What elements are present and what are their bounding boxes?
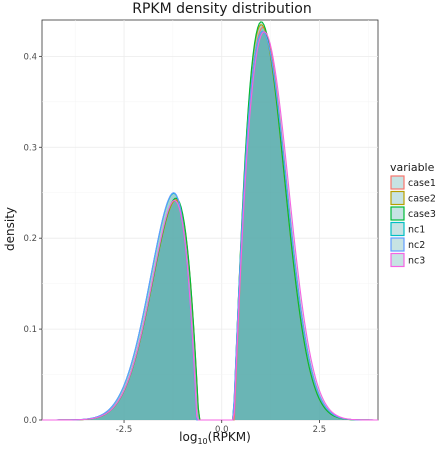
x-tick-label: 2.5	[313, 425, 327, 435]
legend-key-case2	[390, 190, 405, 206]
x-axis-ticks: -2.5 0.0 2.5	[116, 420, 326, 435]
chart-title: RPKM density distribution	[132, 1, 311, 17]
legend-label-case2: case2	[408, 194, 436, 205]
density-fill-nc1	[42, 31, 378, 420]
x-axis-title: log10(RPKM)	[179, 430, 251, 446]
legend-key-case1	[390, 175, 405, 190]
density-fill-case2	[42, 24, 378, 420]
legend-label-nc2: nc2	[408, 240, 425, 251]
y-tick-label: 0.1	[23, 325, 37, 335]
legend-title: variable	[390, 161, 435, 174]
density-curves	[42, 21, 379, 421]
density-fill-nc3	[42, 31, 378, 420]
density-fill-case3	[42, 21, 378, 420]
legend-label-case1: case1	[408, 178, 436, 189]
legend-key-nc1	[390, 221, 405, 237]
legend-label-nc1: nc1	[408, 225, 425, 236]
y-tick-label: 0.4	[23, 52, 37, 62]
density-line-nc3	[42, 31, 378, 421]
x-tick-label: -2.5	[116, 425, 133, 435]
plot-panel	[41, 19, 379, 421]
legend: case1 case2 case3 nc1 nc2 nc3	[390, 175, 436, 268]
y-tick-label: 0.0	[23, 416, 37, 426]
y-axis-ticks: 0.0 0.1 0.2 0.3 0.4	[23, 52, 42, 426]
legend-label-case3: case3	[408, 209, 436, 220]
y-tick-label: 0.3	[23, 143, 37, 153]
legend-key-case3	[390, 206, 405, 221]
y-tick-label: 0.2	[23, 234, 37, 244]
legend-label-nc3: nc3	[408, 256, 425, 267]
legend-key-nc3	[390, 252, 405, 268]
density-fill-nc2	[42, 31, 378, 420]
density-fill-case1	[42, 27, 378, 420]
legend-key-nc2	[390, 237, 405, 252]
x-tick-label: 0.0	[215, 425, 229, 435]
y-axis-title: density	[3, 207, 17, 251]
